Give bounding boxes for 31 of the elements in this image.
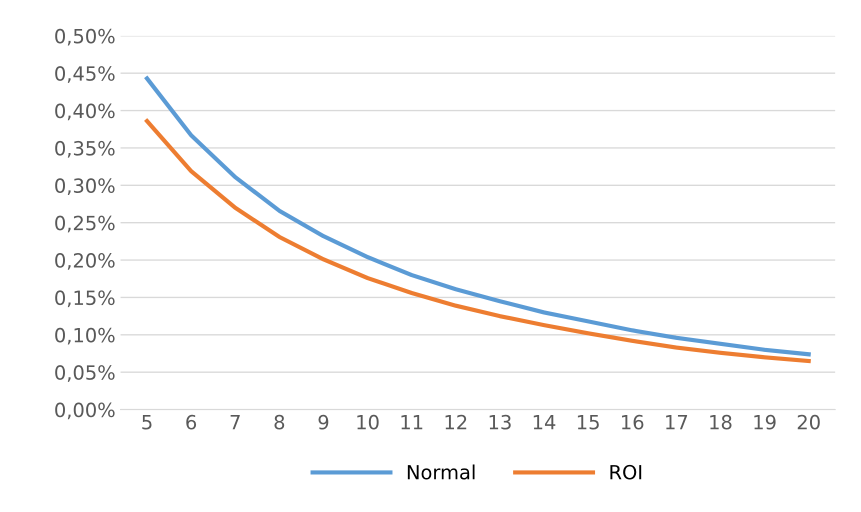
x-tick-label: 13: [490, 414, 511, 430]
x-tick-label: 8: [274, 414, 284, 430]
x-tick-label: 9: [318, 414, 328, 430]
line-series: [144, 76, 811, 356]
x-tick-label: 19: [754, 414, 776, 430]
y-tick-label: 0,10%: [55, 328, 115, 344]
y-tick-label: 0,15%: [55, 290, 115, 308]
legend-label: ROI: [610, 464, 642, 480]
x-tick-label: 7: [230, 415, 240, 430]
y-tick-label: 0,05%: [55, 365, 115, 382]
y-tick-label: 0,00%: [55, 402, 115, 420]
x-tick-label: 12: [446, 414, 466, 430]
x-tick-label: 16: [622, 414, 644, 430]
x-tick-label: 5: [142, 415, 152, 430]
legend-label: Normal: [408, 464, 474, 480]
y-tick-label: 0,50%: [55, 28, 115, 46]
x-tick-label: 15: [578, 415, 599, 430]
x-tick-label: 14: [534, 415, 556, 430]
y-tick-label: 0,40%: [55, 104, 115, 120]
line-series: [144, 118, 811, 364]
x-tick-label: 11: [401, 415, 422, 430]
y-tick-label: 0,45%: [55, 66, 115, 83]
y-tick-label: 0,30%: [55, 178, 115, 195]
y-tick-label: 0,35%: [55, 140, 115, 158]
x-tick-label: 18: [710, 414, 732, 430]
x-tick-label: 10: [357, 414, 379, 430]
y-tick-label: 0,20%: [55, 253, 115, 270]
x-tick-label: 20: [798, 414, 820, 430]
x-tick-label: 17: [666, 415, 688, 430]
x-tick-label: 6: [186, 414, 196, 430]
y-tick-label: 0,25%: [55, 216, 115, 232]
